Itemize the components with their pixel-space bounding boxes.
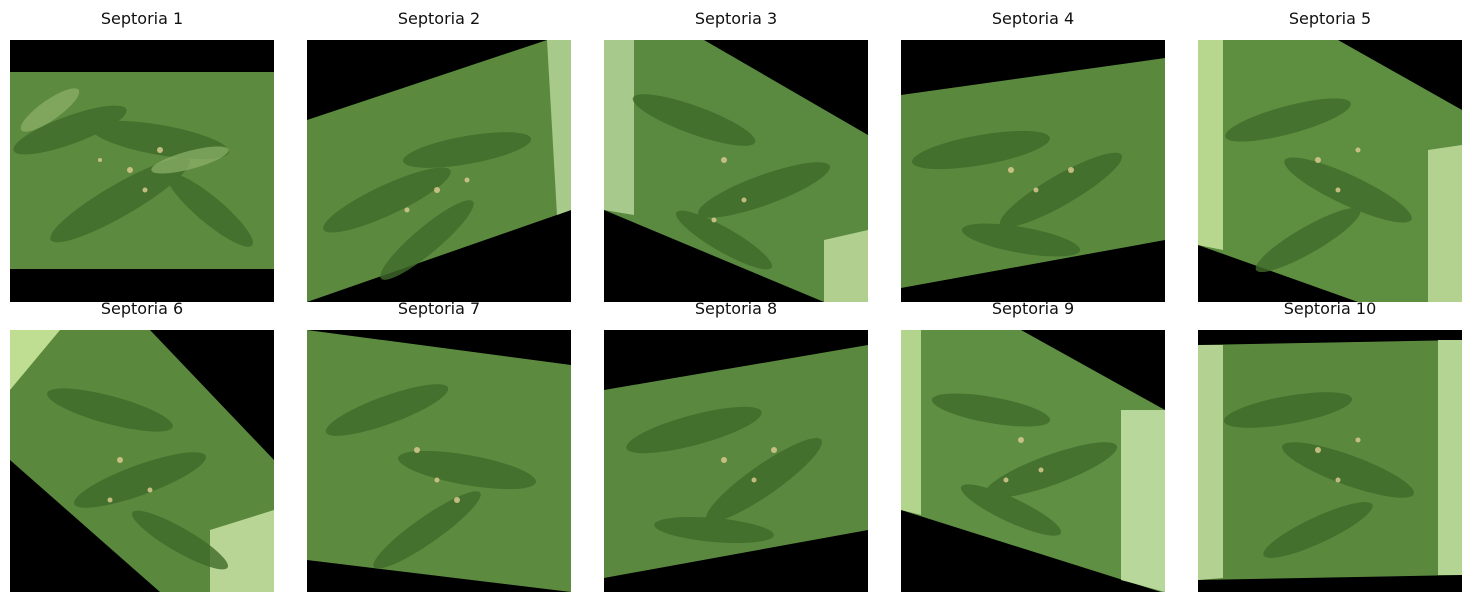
- panel-title: Septoria 2: [397, 9, 481, 28]
- plant-leaf-image: [901, 330, 1165, 592]
- plant-leaf-image: [604, 330, 868, 592]
- plant-leaf-image: [10, 40, 274, 302]
- panel-title: Septoria 5: [1288, 9, 1372, 28]
- panel-title: Septoria 9: [991, 299, 1075, 318]
- panel-title: Septoria 4: [991, 9, 1075, 28]
- plant-leaf-image: [1198, 330, 1462, 592]
- plant-leaf-image: [307, 40, 571, 302]
- panel-title: Septoria 8: [694, 299, 778, 318]
- panel-title: Septoria 7: [397, 299, 481, 318]
- plant-leaf-image: [10, 330, 274, 592]
- plant-leaf-image: [901, 40, 1165, 302]
- panel-title: Septoria 6: [100, 299, 184, 318]
- panel-title: Septoria 10: [1283, 299, 1377, 318]
- panel-title: Septoria 3: [694, 9, 778, 28]
- panel-title: Septoria 1: [100, 9, 184, 28]
- plant-leaf-image: [307, 330, 571, 592]
- plant-leaf-image: [1198, 40, 1462, 302]
- plant-leaf-image: [604, 40, 868, 302]
